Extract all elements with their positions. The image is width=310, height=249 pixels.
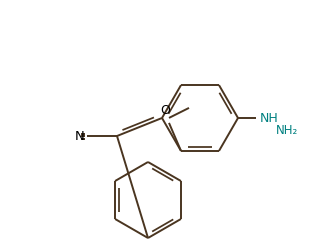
Text: O: O — [160, 104, 170, 118]
Text: NH₂: NH₂ — [276, 124, 298, 136]
Text: NH: NH — [260, 112, 279, 124]
Text: N: N — [75, 129, 85, 142]
